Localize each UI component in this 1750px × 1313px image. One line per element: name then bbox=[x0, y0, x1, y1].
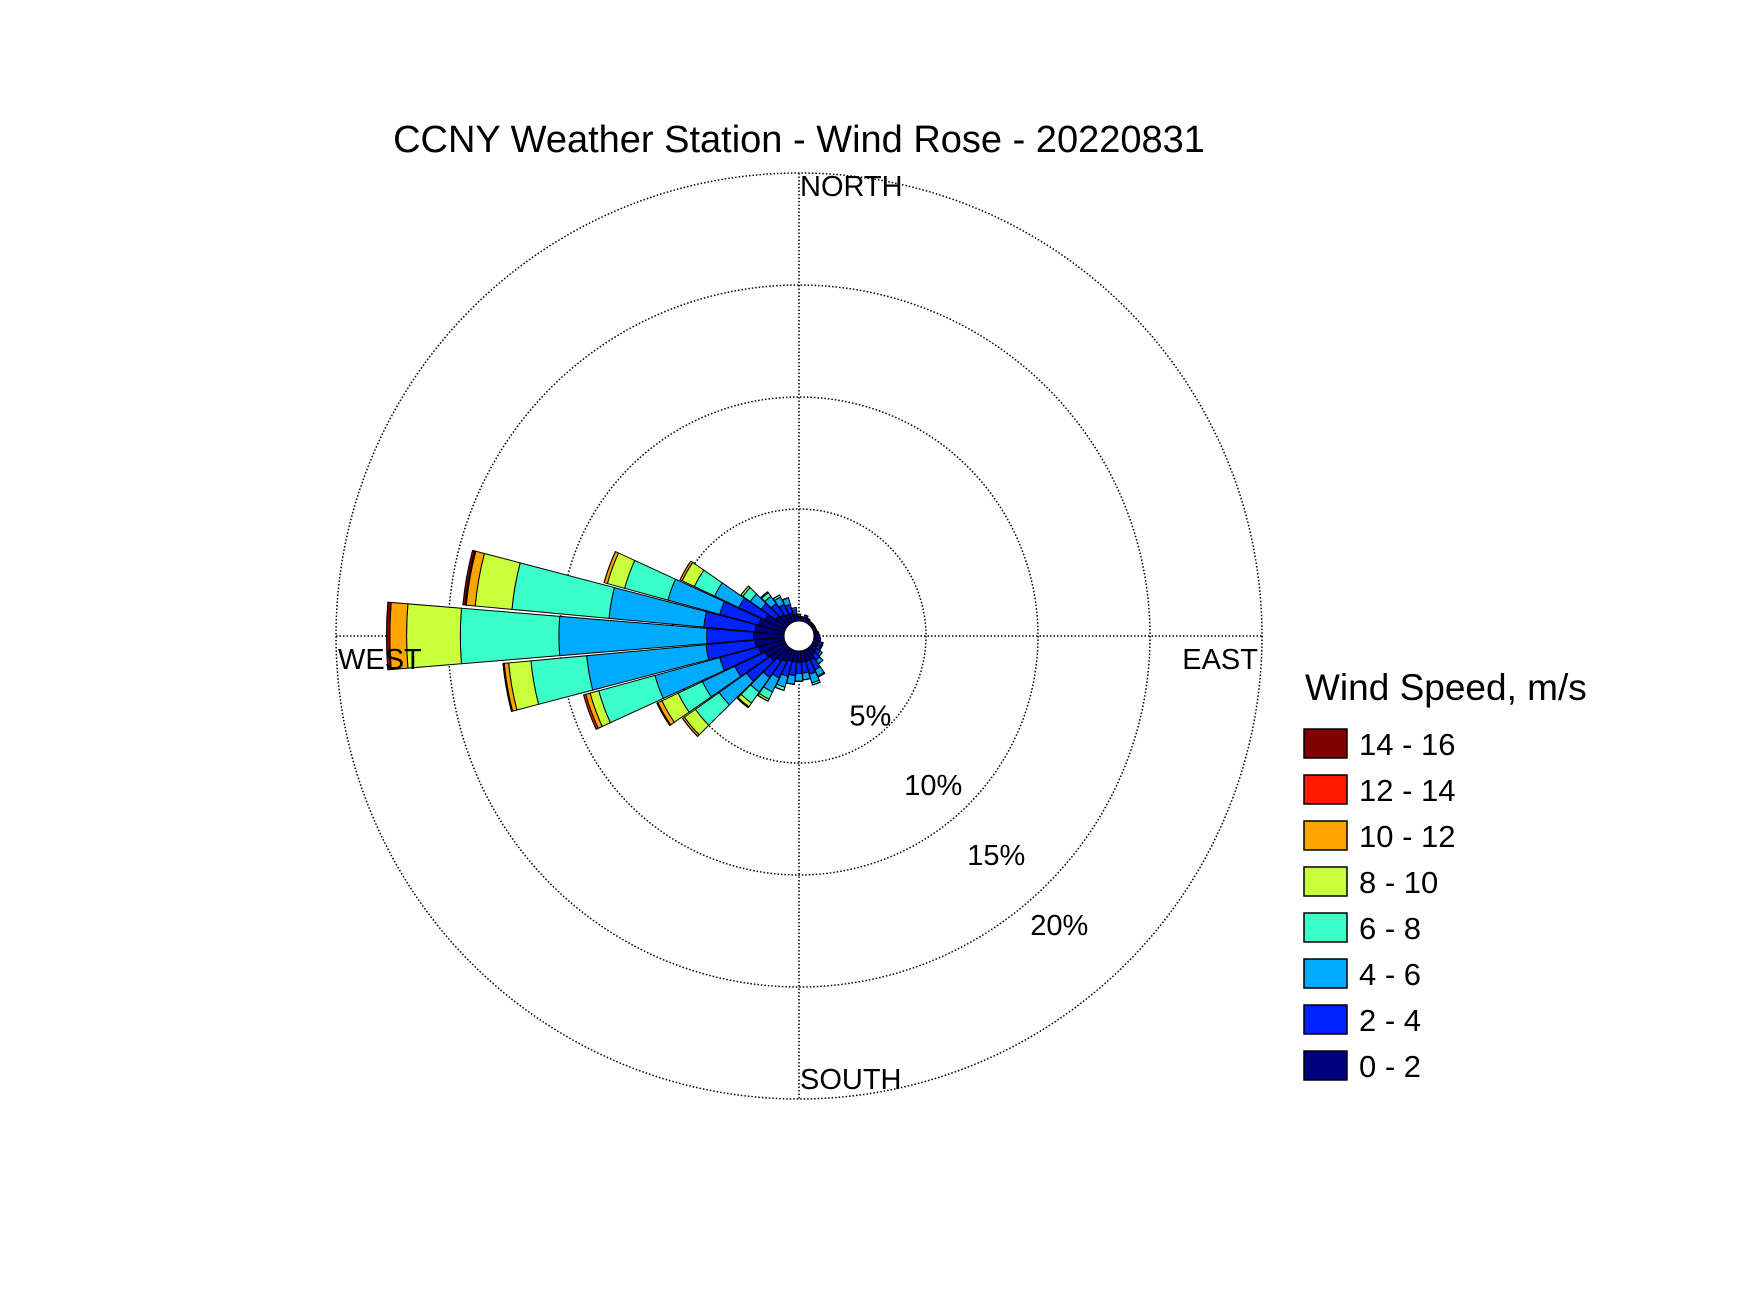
legend-swatch bbox=[1303, 1004, 1348, 1035]
direction-label: EAST bbox=[1182, 644, 1258, 676]
wind-segment bbox=[772, 594, 780, 600]
r-tick-label: 10% bbox=[904, 770, 962, 802]
legend-label: 12 - 14 bbox=[1359, 773, 1456, 808]
legend-swatch bbox=[1303, 958, 1348, 989]
legend-swatch bbox=[1303, 912, 1348, 943]
direction-label: WEST bbox=[338, 644, 422, 676]
legend-swatch bbox=[1303, 774, 1348, 805]
r-tick-label: 20% bbox=[1030, 910, 1088, 942]
r-tick-label: 5% bbox=[849, 700, 891, 732]
center-hole bbox=[783, 620, 815, 652]
wind-segment bbox=[800, 616, 805, 618]
wind-segment bbox=[459, 607, 561, 665]
wind-segment bbox=[804, 614, 809, 617]
wind-segment bbox=[462, 549, 476, 606]
wind-segment bbox=[530, 655, 594, 705]
wind-segment bbox=[817, 630, 819, 635]
legend-label: 4 - 6 bbox=[1359, 957, 1421, 992]
wind-segment bbox=[511, 562, 616, 619]
grid-ring bbox=[335, 172, 1263, 1100]
legend-swatch bbox=[1303, 866, 1348, 897]
legend-label: 8 - 10 bbox=[1359, 865, 1438, 900]
wind-segment bbox=[385, 601, 392, 671]
r-tick-label: 15% bbox=[967, 840, 1025, 872]
direction-label: NORTH bbox=[800, 171, 903, 203]
grid-ring bbox=[671, 508, 927, 764]
wind-segment bbox=[757, 694, 769, 702]
wind-segment bbox=[775, 686, 785, 691]
wind-segment bbox=[782, 597, 789, 601]
legend-label: 2 - 4 bbox=[1359, 1003, 1421, 1038]
direction-label: SOUTH bbox=[800, 1064, 902, 1096]
grid-ring bbox=[447, 284, 1151, 988]
legend-title: Wind Speed, m/s bbox=[1305, 667, 1587, 708]
wind-segment bbox=[740, 585, 749, 596]
grid-ring bbox=[559, 396, 1039, 876]
wind-segment bbox=[794, 672, 804, 682]
legend-swatch bbox=[1303, 820, 1348, 851]
wind-segment bbox=[791, 607, 797, 609]
legend-label: 6 - 8 bbox=[1359, 911, 1421, 946]
legend-label: 14 - 16 bbox=[1359, 727, 1456, 762]
legend-swatch bbox=[1303, 728, 1348, 759]
wind-segment bbox=[656, 702, 671, 726]
legend-label: 0 - 2 bbox=[1359, 1049, 1421, 1084]
wind-segment bbox=[819, 637, 822, 642]
wind-segment bbox=[679, 560, 692, 581]
legend-label: 10 - 12 bbox=[1359, 819, 1456, 854]
legend-swatch bbox=[1303, 1050, 1348, 1081]
chart-title: CCNY Weather Station - Wind Rose - 20220… bbox=[393, 119, 1205, 161]
